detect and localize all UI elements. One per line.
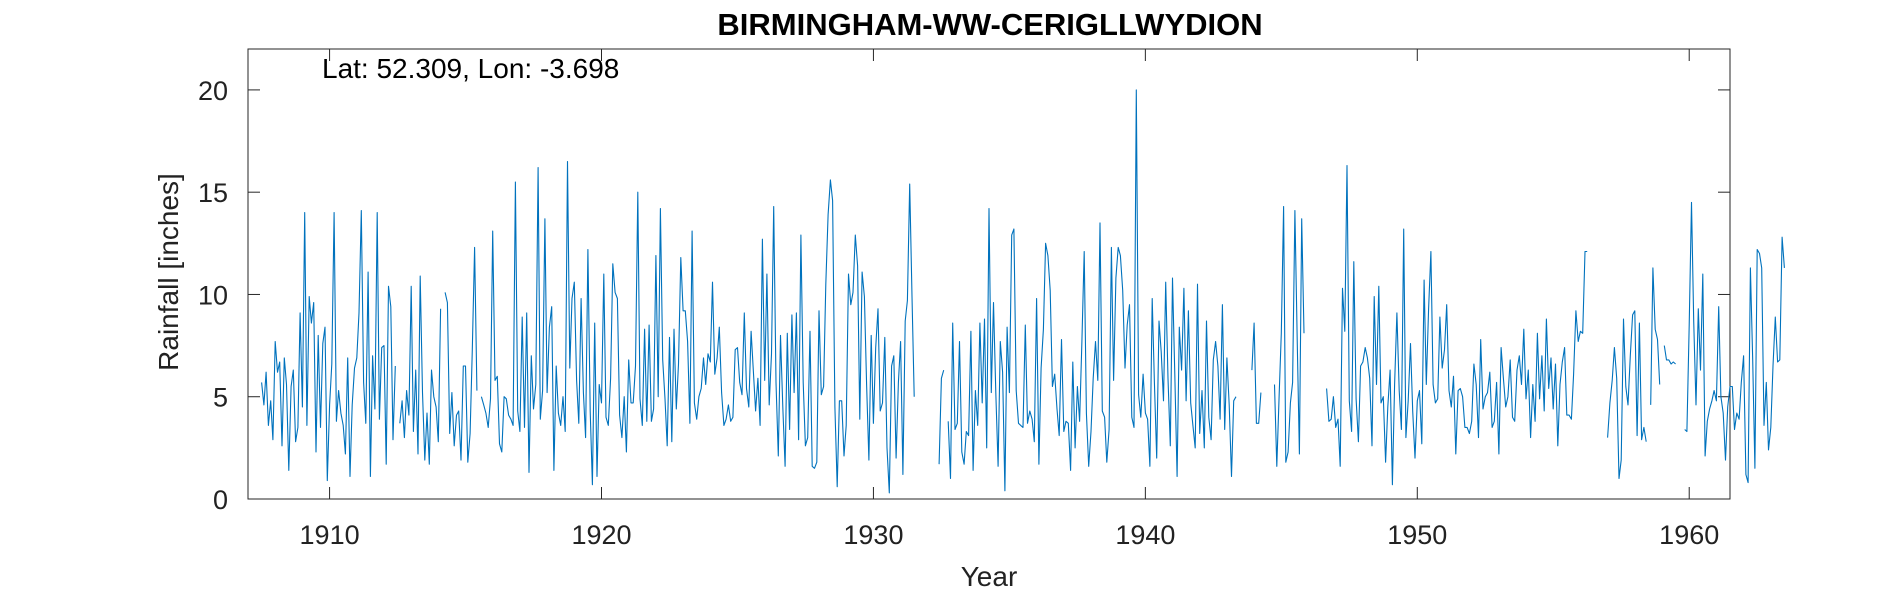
- rainfall-line-segment: [1273, 205, 1305, 467]
- rainfall-line-segment: [1650, 267, 1661, 405]
- rainfall-line-segment: [261, 210, 396, 482]
- y-tick-label: 20: [198, 76, 228, 106]
- rainfall-line-segment: [480, 160, 915, 494]
- rainfall-series: [261, 89, 1785, 494]
- x-tick-label: 1960: [1659, 520, 1719, 550]
- rainfall-line-segment: [1684, 201, 1785, 484]
- rainfall-line-segment: [1607, 310, 1647, 480]
- rainfall-line-segment: [947, 89, 1237, 492]
- rainfall-line-segment: [1326, 165, 1588, 486]
- axis-ticks: 1910 1920 1930 1940 1950 1960 0 5 10 15 20: [198, 49, 1730, 550]
- rainfall-line-segment: [444, 246, 478, 463]
- plot-area: [247, 48, 1731, 500]
- x-tick-label: 1910: [300, 520, 360, 550]
- x-tick-label: 1940: [1115, 520, 1175, 550]
- y-tick-label: 5: [213, 383, 228, 413]
- y-tick-label: 0: [213, 485, 228, 515]
- rainfall-line-segment: [938, 369, 945, 465]
- rainfall-line-segment: [1663, 345, 1676, 365]
- x-tick-label: 1920: [571, 520, 631, 550]
- rainfall-line-segment: [399, 275, 442, 465]
- y-tick-label: 10: [198, 280, 228, 310]
- x-tick-label: 1930: [843, 520, 903, 550]
- y-tick-label: 15: [198, 178, 228, 208]
- rainfall-line-segment: [1251, 322, 1262, 424]
- chart-title: BIRMINGHAM-WW-CERIGLLWYDION: [717, 7, 1262, 42]
- station-coordinates-annotation: Lat: 52.309, Lon: -3.698: [322, 53, 619, 84]
- x-axis-label: Year: [961, 561, 1018, 591]
- x-tick-label: 1950: [1387, 520, 1447, 550]
- y-axis-label: Rainfall [inches]: [153, 173, 184, 371]
